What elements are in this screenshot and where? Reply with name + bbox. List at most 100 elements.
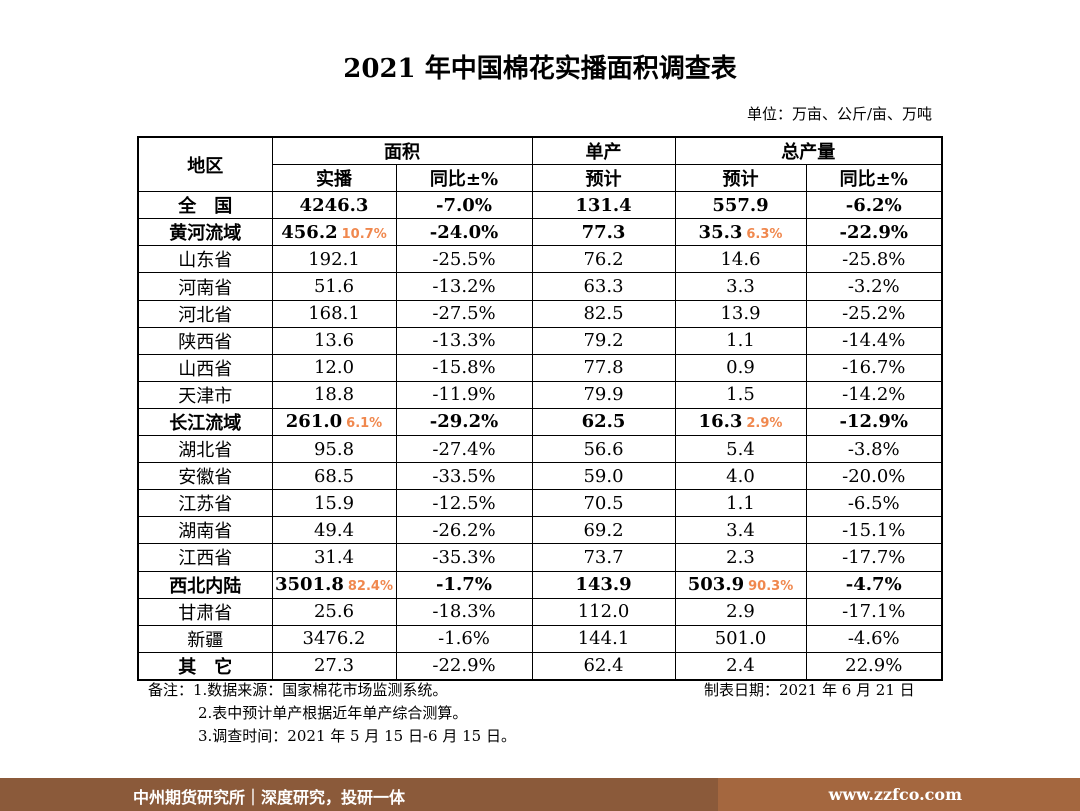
cell-yield-value: 56.6	[583, 438, 624, 460]
cell-yoy-output: -20.0%	[805, 462, 943, 491]
cell-output-value: 14.6	[720, 248, 761, 270]
cell-output: 557.9	[674, 191, 807, 220]
cell-yoy-output: -25.8%	[805, 245, 943, 274]
cell-yield-value: 69.2	[583, 519, 624, 541]
cell-sown-value: 31.4	[313, 546, 355, 568]
cell-sown: 27.3	[271, 651, 397, 681]
cell-output-value: 1.1	[726, 330, 755, 352]
footer-url[interactable]: www.zzfco.com	[828, 785, 962, 804]
cell-output-value: 2.3	[726, 546, 755, 568]
cell-yield: 79.2	[531, 326, 676, 355]
cell-yield-value: 77.3	[581, 221, 626, 243]
table-row: 长江流域 261.0 6.1% -29.2% 62.5 16.3 2.9% -12.9%	[137, 407, 943, 437]
cell-sown-value: 12.0	[313, 357, 355, 379]
page-title: 2021 年中国棉花实播面积调查表	[343, 54, 737, 84]
footer-text: 中州期货研究所｜深度研究，投研一体	[133, 788, 406, 807]
cell-sown-share: 6.1%	[346, 416, 383, 432]
cell-output: 1.1	[674, 489, 807, 518]
cell-yoy-output-value: -3.8%	[847, 438, 900, 460]
cell-yoy-output-value: -12.9%	[839, 411, 908, 433]
cell-sown-value: 51.6	[313, 276, 355, 298]
cell-sown: 456.2 10.7%	[271, 218, 397, 247]
cell-region: 全 国	[137, 191, 273, 220]
cell-yoy-output-value: -14.4%	[842, 330, 906, 352]
cell-sown-value: 15.9	[313, 492, 355, 514]
cell-sown: 49.4	[271, 516, 397, 545]
cell-yoy: -18.3%	[395, 597, 533, 626]
cell-region-value: 河北省	[178, 304, 233, 326]
header-yoy: 同比±%	[395, 164, 533, 193]
cell-region-value: 江苏省	[178, 494, 233, 516]
cell-yoy-output-value: -20.0%	[842, 465, 906, 487]
cell-output-value: 4.0	[726, 465, 755, 487]
cell-region: 新疆	[137, 624, 273, 653]
cell-output: 503.9 90.3%	[674, 570, 807, 599]
cell-sown: 31.4	[271, 543, 397, 572]
cell-output-share: 90.3%	[748, 579, 794, 595]
cell-yield-value: 112.0	[577, 601, 630, 623]
cell-region-value: 陕西省	[178, 331, 233, 353]
cell-yoy-output: -14.4%	[805, 326, 943, 355]
table-row: 全 国 4246.3 -7.0% 131.4 557.9 -6.2%	[137, 191, 943, 220]
cell-yield-value: 76.2	[583, 248, 624, 270]
cell-sown-share: 10.7%	[341, 226, 387, 242]
cell-output-share: 6.3%	[746, 226, 783, 242]
table-row: 河南省 51.6 -13.2% 63.3 3.3 -3.2%	[137, 272, 943, 301]
cell-yoy-output-value: -25.2%	[842, 303, 906, 325]
cell-output: 2.3	[674, 543, 807, 572]
cell-yoy-value: -26.2%	[432, 519, 496, 541]
cell-yield: 69.2	[531, 516, 676, 545]
cell-yield-value: 59.0	[583, 465, 624, 487]
cell-yoy-output-value: -3.2%	[847, 276, 900, 298]
cell-region: 河南省	[137, 272, 273, 301]
cell-sown-share: 82.4%	[347, 579, 393, 595]
cell-region: 西北内陆	[137, 570, 273, 599]
cell-region: 长江流域	[137, 407, 273, 437]
cell-yoy-value: -1.6%	[438, 628, 490, 650]
cell-yoy: -22.9%	[395, 651, 533, 681]
cell-region-value: 甘肃省	[178, 602, 233, 624]
cell-yoy-output: -3.2%	[805, 272, 943, 301]
header-yield: 单产	[531, 136, 676, 166]
cell-yoy-value: -18.3%	[432, 601, 496, 623]
cell-yoy: -15.8%	[395, 353, 533, 382]
table-date: 制表日期：2021 年 6 月 21 日	[704, 681, 915, 699]
table-row: 湖北省 95.8 -27.4% 56.6 5.4 -3.8%	[137, 435, 943, 464]
cell-yoy: -12.5%	[395, 489, 533, 518]
header-output: 总产量	[674, 136, 943, 166]
cell-region-value: 山东省	[178, 250, 233, 272]
cell-sown-value: 13.6	[313, 330, 355, 352]
cell-yield: 79.9	[531, 380, 676, 409]
cell-yield: 82.5	[531, 299, 676, 328]
cell-output-value: 503.9	[687, 574, 745, 596]
cell-sown: 51.6	[271, 272, 397, 301]
table-row: 甘肃省 25.6 -18.3% 112.0 2.9 -17.1%	[137, 597, 943, 626]
cell-yoy-value: -1.7%	[436, 574, 492, 596]
cell-output-share: 2.9%	[746, 416, 783, 432]
cell-yoy-value: -25.5%	[432, 248, 496, 270]
header-area: 面积	[271, 136, 533, 166]
cell-yoy-output-value: -14.2%	[842, 384, 906, 406]
note-line-2: 2.表中预计单产根据近年单产综合测算。	[198, 704, 468, 722]
cell-yoy-output-value: -4.6%	[847, 628, 900, 650]
cotton-area-table: 地区 面积 单产 总产量 实播 同比±% 预计 预计 同比±% 全 国 4246.…	[137, 136, 943, 681]
cell-yoy: -1.6%	[395, 624, 533, 653]
cell-yoy-value: -33.5%	[432, 465, 496, 487]
cell-region-value: 湖北省	[178, 440, 233, 462]
cell-yoy-value: -13.2%	[432, 276, 496, 298]
cell-sown: 3501.8 82.4%	[271, 570, 397, 599]
cell-output: 14.6	[674, 245, 807, 274]
cell-yoy: -24.0%	[395, 218, 533, 247]
cell-yield: 76.2	[531, 245, 676, 274]
table-body: 全 国 4246.3 -7.0% 131.4 557.9 -6.2% 黄河流域 456.2 10…	[137, 191, 943, 681]
cell-yoy-output: -16.7%	[805, 353, 943, 382]
table-row: 西北内陆 3501.8 82.4% -1.7% 143.9 503.9 90.3% -4.7%	[137, 570, 943, 599]
cell-region: 甘肃省	[137, 597, 273, 626]
cell-region: 江西省	[137, 543, 273, 572]
cell-yield: 112.0	[531, 597, 676, 626]
cell-output-value: 1.5	[726, 384, 755, 406]
cell-yield: 77.8	[531, 353, 676, 382]
table-row: 山西省 12.0 -15.8% 77.8 0.9 -16.7%	[137, 353, 943, 382]
footer-left-band	[0, 778, 718, 811]
cell-sown-value: 192.1	[308, 248, 360, 270]
